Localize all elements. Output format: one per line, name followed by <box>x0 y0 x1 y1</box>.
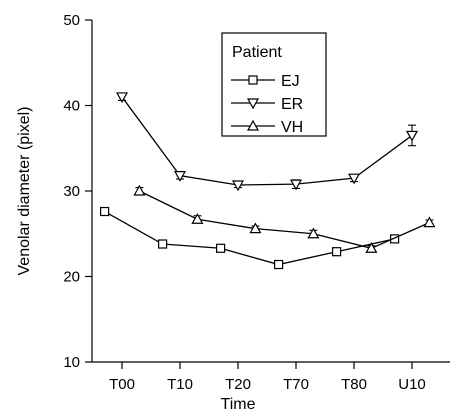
x-tick-label: T10 <box>167 376 193 393</box>
legend-marker <box>246 98 260 110</box>
data-point <box>249 222 262 234</box>
data-point <box>332 247 342 257</box>
series-layer <box>99 92 436 270</box>
legend-title: Patient <box>232 44 282 61</box>
y-tick-label: 10 <box>63 354 80 371</box>
y-tick-label: 30 <box>63 183 80 200</box>
data-point <box>216 243 226 253</box>
legend: Patient EJ ER VH <box>221 32 327 137</box>
data-point <box>231 180 245 192</box>
y-tick-label: 50 <box>63 12 80 29</box>
series-line-er <box>121 96 413 186</box>
data-point <box>133 184 146 196</box>
data-point <box>274 259 284 270</box>
y-tick-label: 40 <box>63 98 80 115</box>
legend-marker <box>248 75 258 85</box>
x-tick-label: T20 <box>225 376 251 393</box>
legend-label: VH <box>281 119 303 136</box>
x-tick-label: T70 <box>283 376 309 393</box>
legend-label: ER <box>281 96 303 113</box>
data-point <box>99 206 110 217</box>
series-vh <box>133 184 436 253</box>
x-tick-label: U10 <box>398 376 426 393</box>
series-line-vh <box>139 190 430 249</box>
data-point <box>307 227 320 239</box>
data-point <box>173 171 187 182</box>
x-axis-title: Time <box>221 396 256 413</box>
data-point <box>158 239 168 249</box>
y-tick-label: 20 <box>63 269 80 286</box>
legend-box <box>221 32 327 137</box>
axes: 10 20 30 40 50 T00 T10 T20 T70 T80 U10 <box>63 12 450 393</box>
data-point <box>347 173 361 185</box>
x-tick-label: T80 <box>341 376 367 393</box>
series-line-ej <box>104 210 395 266</box>
series-ej <box>99 206 400 270</box>
data-point <box>289 179 303 191</box>
series-er <box>115 92 419 192</box>
data-point <box>191 212 204 224</box>
legend-marker <box>246 119 260 131</box>
data-point <box>115 92 129 104</box>
legend-label: EJ <box>281 73 300 90</box>
x-tick-label: T00 <box>109 376 135 393</box>
data-point <box>390 234 400 244</box>
data-point <box>423 216 436 228</box>
y-axis-title: Venolar diameter (pixel) <box>16 107 33 276</box>
data-point <box>405 130 419 142</box>
data-point <box>365 242 378 253</box>
